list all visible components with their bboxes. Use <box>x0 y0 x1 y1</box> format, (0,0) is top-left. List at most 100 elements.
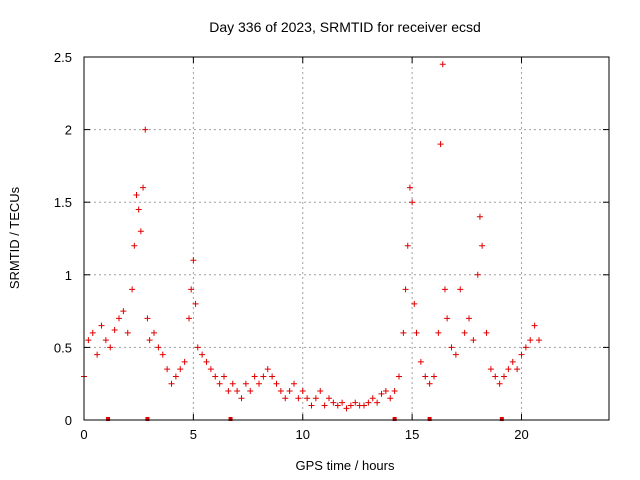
axis-ticks: 0 5 10 15 20 0 0.5 1 1.5 2 2.5 <box>54 50 609 442</box>
data-point <box>411 300 418 307</box>
plot-frame <box>83 56 610 421</box>
data-point <box>352 399 359 406</box>
data-point <box>146 337 153 344</box>
data-point <box>135 206 142 213</box>
data-point <box>483 329 490 336</box>
data-point <box>487 366 494 373</box>
data-point <box>343 405 350 412</box>
data-point <box>181 358 188 365</box>
y-tick-label: 1.5 <box>54 195 72 210</box>
data-point <box>441 286 448 293</box>
data-point <box>192 300 199 307</box>
data-point <box>334 402 341 409</box>
data-point <box>437 141 444 148</box>
y-tick-label: 1 <box>65 268 72 283</box>
data-point <box>151 329 157 336</box>
data-point <box>129 286 136 293</box>
data-point <box>264 366 271 373</box>
data-point <box>417 358 424 365</box>
data-point <box>120 308 127 315</box>
data-point <box>164 366 171 373</box>
data-point <box>404 242 411 249</box>
data-point <box>402 286 409 293</box>
data-point <box>457 286 464 293</box>
x-tick-label: 20 <box>514 427 528 442</box>
data-point <box>269 373 276 380</box>
x-tick-label: 0 <box>80 427 87 442</box>
data-point <box>234 387 241 394</box>
data-point <box>133 191 140 198</box>
data-point <box>361 402 367 409</box>
data-point <box>470 337 477 344</box>
data-point <box>378 390 385 397</box>
data-point <box>144 315 151 322</box>
data-point <box>321 402 328 409</box>
data-point <box>330 399 337 406</box>
data-point <box>299 387 306 394</box>
data-point <box>391 387 398 394</box>
baseline-marker <box>145 417 150 421</box>
data-point <box>492 373 499 380</box>
y-tick-label: 2 <box>65 123 72 138</box>
data-point <box>369 395 376 402</box>
data-point <box>116 315 122 322</box>
x-tick-label: 10 <box>296 427 310 442</box>
data-point <box>203 358 210 365</box>
baseline-marker <box>427 417 432 421</box>
baseline-marker <box>228 417 233 421</box>
data-point <box>168 380 175 387</box>
data-point <box>89 329 96 336</box>
data-point <box>111 326 118 333</box>
data-point <box>124 329 131 336</box>
data-point <box>172 373 179 380</box>
data-point <box>406 184 413 191</box>
data-point <box>225 387 232 394</box>
y-tick-label: 0.5 <box>54 340 72 355</box>
y-axis-label: SRMTID / TECUs <box>7 186 22 289</box>
data-point <box>229 380 236 387</box>
data-point <box>137 228 144 235</box>
data-point <box>496 380 503 387</box>
data-point <box>531 322 538 329</box>
baseline-marker <box>392 417 397 421</box>
data-point <box>479 242 486 249</box>
x-tick-label: 5 <box>190 427 197 442</box>
data-points <box>81 61 542 412</box>
data-point <box>522 344 529 351</box>
data-point <box>308 402 315 409</box>
data-point <box>85 337 92 344</box>
data-point <box>374 399 381 406</box>
data-point <box>188 286 195 293</box>
data-point <box>102 337 109 344</box>
data-point <box>194 344 201 351</box>
data-point <box>159 351 166 358</box>
data-point <box>400 329 407 336</box>
data-point <box>518 351 525 358</box>
data-point <box>476 213 483 220</box>
data-point <box>382 387 389 394</box>
data-point <box>207 366 214 373</box>
data-point <box>365 399 372 406</box>
data-point <box>422 373 429 380</box>
data-point <box>466 315 472 322</box>
data-point <box>439 61 446 68</box>
data-point <box>448 344 455 351</box>
data-point <box>247 387 254 394</box>
data-point <box>94 351 101 358</box>
data-point <box>131 242 138 249</box>
data-point <box>295 395 302 402</box>
data-point <box>256 380 262 387</box>
y-tick-label: 2.5 <box>54 50 72 65</box>
data-point <box>186 315 192 322</box>
data-point <box>527 337 534 344</box>
data-point <box>98 322 105 329</box>
x-axis-label: GPS time / hours <box>296 458 395 473</box>
grid-lines <box>84 57 609 420</box>
data-point <box>177 366 184 373</box>
data-point <box>107 344 114 351</box>
data-point <box>221 373 227 380</box>
data-point <box>282 395 289 402</box>
data-point <box>409 199 416 206</box>
data-point <box>431 373 437 380</box>
data-point <box>387 395 394 402</box>
